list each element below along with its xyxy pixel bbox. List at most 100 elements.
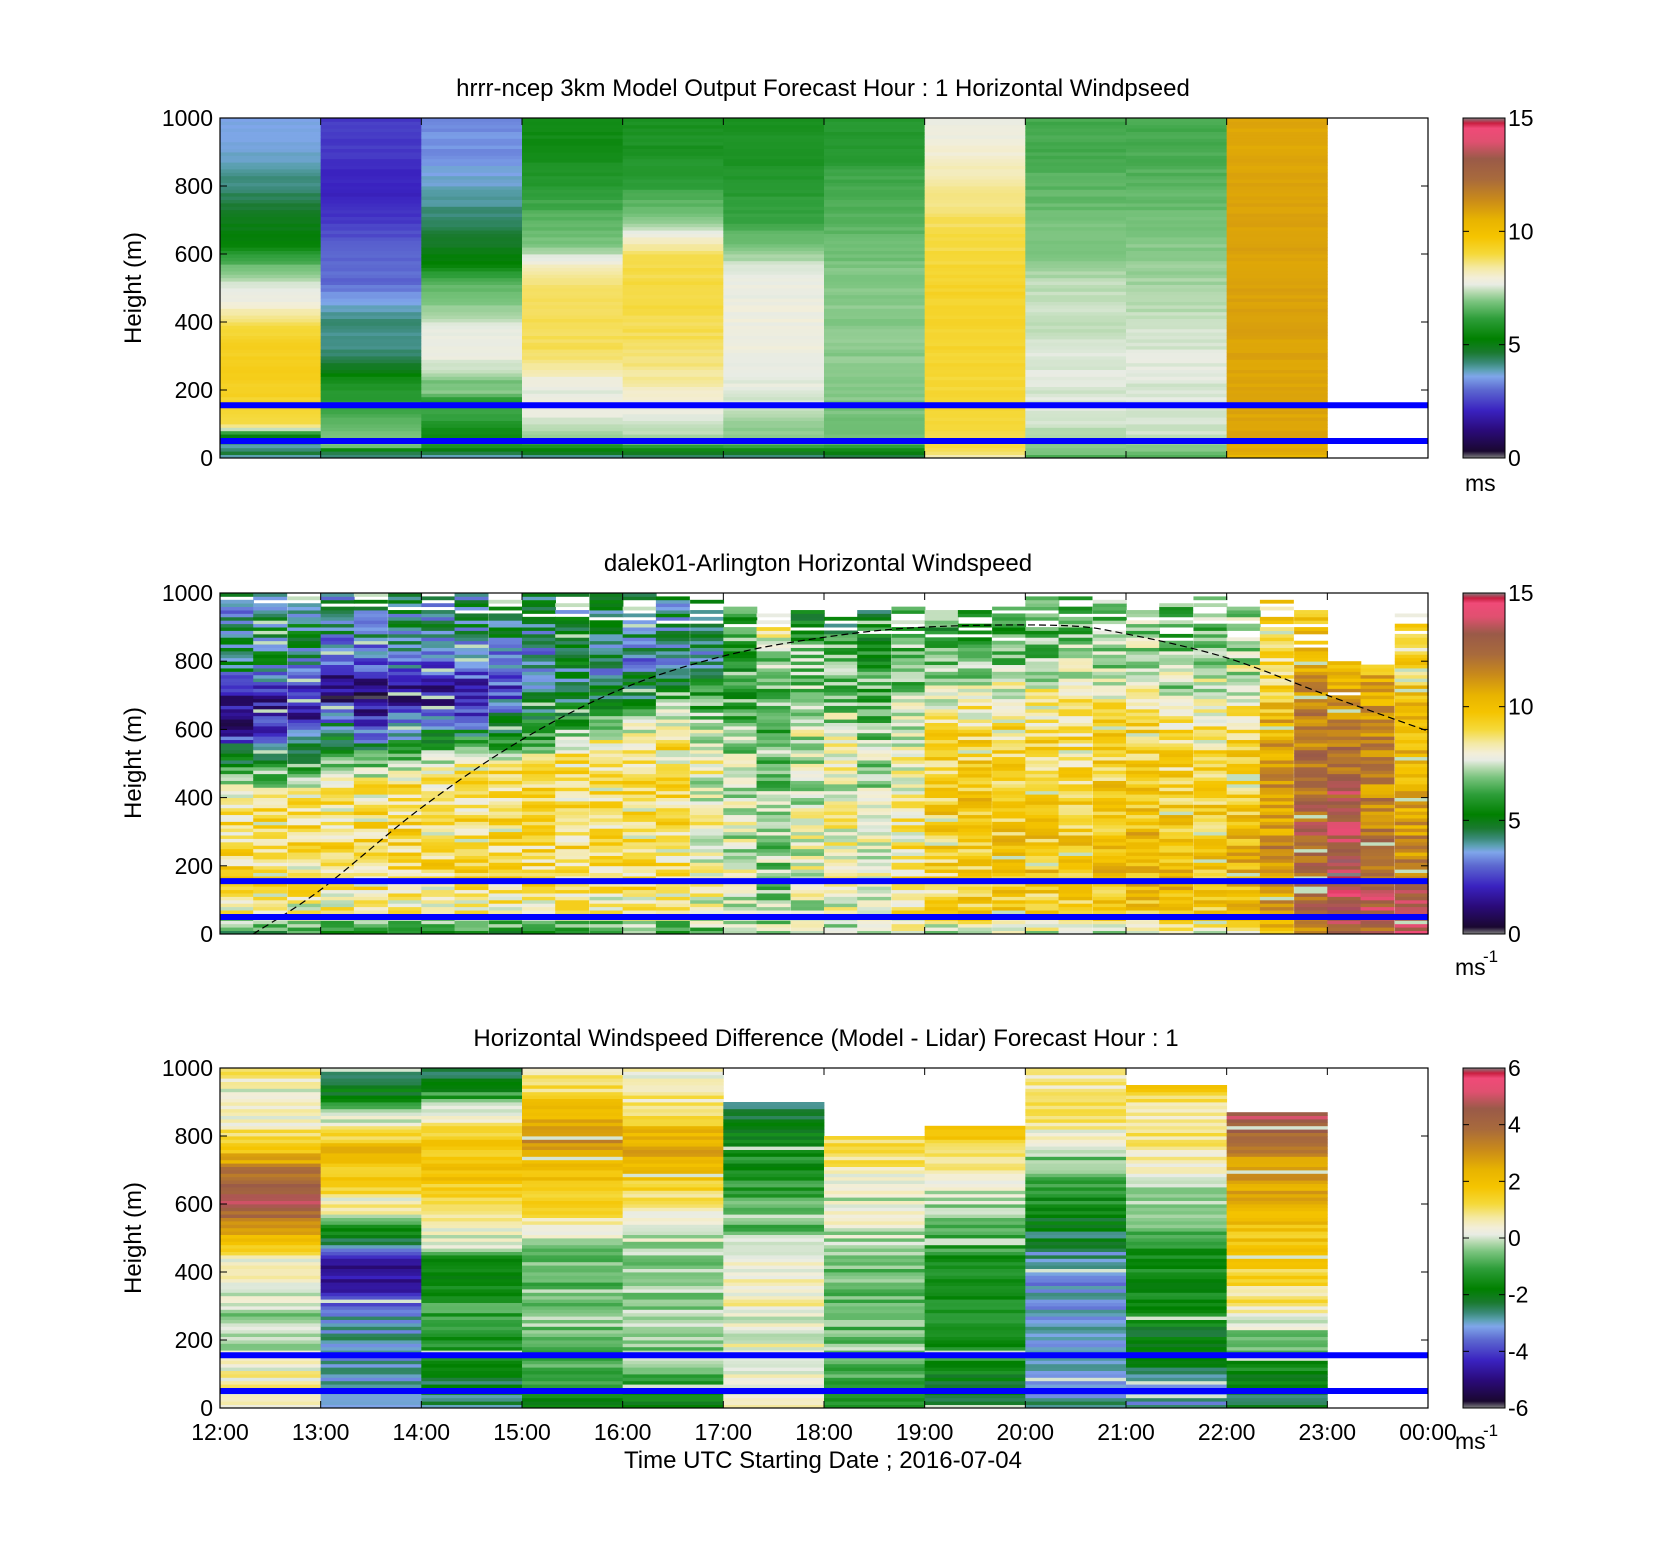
model-cell xyxy=(1126,424,1228,428)
model-cell xyxy=(622,322,724,326)
model-cell xyxy=(1226,291,1328,296)
lidar-cell xyxy=(1226,674,1261,679)
lidar-cell xyxy=(756,766,791,771)
lidar-cell xyxy=(488,858,523,863)
lidar-cell xyxy=(1025,749,1060,754)
difference-cell xyxy=(220,1136,322,1140)
model-cell xyxy=(1025,138,1127,143)
model-cell xyxy=(421,301,523,306)
model-cell xyxy=(622,192,724,197)
model-cell xyxy=(1226,277,1328,282)
lidar-cell xyxy=(287,623,322,628)
model-cell xyxy=(622,430,724,435)
lidar-cell xyxy=(454,838,489,843)
lidar-cell xyxy=(622,637,657,642)
lidar-cell xyxy=(655,719,690,723)
model-cell xyxy=(924,396,1026,401)
lidar-cell xyxy=(353,889,388,894)
lidar-cell xyxy=(723,681,758,686)
model-cell xyxy=(1126,298,1228,302)
lidar-cell xyxy=(320,814,355,819)
lidar-cell xyxy=(723,763,758,768)
lidar-cell xyxy=(454,688,489,693)
lidar-cell xyxy=(1226,876,1261,880)
difference-cell xyxy=(421,1119,523,1123)
lidar-cell xyxy=(454,841,489,846)
panel-lidar-reference-lines xyxy=(220,878,1428,920)
lidar-cell xyxy=(891,681,926,686)
lidar-cell xyxy=(992,698,1027,703)
model-cell xyxy=(723,172,825,177)
lidar-cell xyxy=(1092,773,1127,778)
lidar-cell xyxy=(388,616,423,621)
difference-cell xyxy=(421,1159,523,1164)
lidar-cell xyxy=(388,855,423,860)
lidar-cell xyxy=(1092,763,1127,768)
lidar-cell xyxy=(488,882,523,887)
lidar-cell xyxy=(421,637,456,642)
lidar-cell xyxy=(957,763,992,768)
lidar-cell xyxy=(690,807,725,812)
model-cell xyxy=(1126,182,1228,187)
lidar-cell xyxy=(454,828,489,833)
lidar-cell xyxy=(353,691,388,696)
lidar-cell xyxy=(924,712,959,717)
difference-cell xyxy=(522,1227,624,1232)
model-cell xyxy=(723,430,825,435)
difference-cell xyxy=(220,1374,322,1378)
lidar-cell xyxy=(723,647,758,652)
model-cell xyxy=(522,396,624,401)
difference-cell xyxy=(421,1217,523,1222)
lidar-cell xyxy=(1327,814,1362,819)
model-cell xyxy=(421,318,523,323)
lidar-cell xyxy=(992,804,1027,809)
lidar-cell xyxy=(1058,910,1093,914)
lidar-cell xyxy=(454,705,489,710)
lidar-cell xyxy=(690,841,725,846)
difference-cell xyxy=(421,1316,523,1320)
difference-cell xyxy=(421,1207,523,1212)
lidar-cell xyxy=(891,910,926,914)
lidar-cell xyxy=(1193,818,1228,822)
lidar-cell xyxy=(1058,705,1093,710)
model-cell xyxy=(421,274,523,279)
lidar-cell xyxy=(655,678,690,683)
lidar-cell xyxy=(824,835,858,839)
lidar-cell xyxy=(220,835,254,839)
lidar-cell xyxy=(421,674,456,679)
lidar-cell xyxy=(1159,818,1194,822)
lidar-cell xyxy=(1058,777,1093,781)
lidar-cell xyxy=(891,858,926,863)
lidar-cell xyxy=(522,811,556,816)
model-cell xyxy=(824,294,926,299)
lidar-cell xyxy=(824,732,858,737)
lidar-cell xyxy=(1092,811,1127,816)
lidar-cell xyxy=(756,841,791,846)
difference-cell xyxy=(320,1295,422,1300)
model-cell xyxy=(1226,257,1328,262)
lidar-cell xyxy=(1193,852,1228,856)
lidar-cell xyxy=(655,671,690,676)
difference-cell xyxy=(522,1272,624,1276)
lidar-cell xyxy=(655,889,690,894)
lidar-cell xyxy=(1360,749,1395,754)
lidar-cell xyxy=(622,712,657,717)
lidar-cell xyxy=(1193,664,1228,669)
lidar-cell xyxy=(723,766,758,771)
lidar-cell xyxy=(824,681,858,686)
lidar-cell xyxy=(1159,787,1194,792)
lidar-cell xyxy=(1327,848,1362,853)
difference-cell xyxy=(220,1163,322,1167)
lidar-cell xyxy=(421,613,456,618)
model-cell xyxy=(723,281,825,285)
lidar-cell xyxy=(454,920,489,925)
lidar-cell xyxy=(622,732,657,737)
lidar-cell xyxy=(891,661,926,666)
lidar-cell xyxy=(1126,807,1160,812)
lidar-cell xyxy=(320,702,355,706)
lidar-cell xyxy=(1025,743,1060,747)
model-cell xyxy=(1226,264,1328,268)
model-cell xyxy=(320,213,422,217)
model-cell xyxy=(421,135,523,139)
model-cell xyxy=(1226,220,1328,224)
